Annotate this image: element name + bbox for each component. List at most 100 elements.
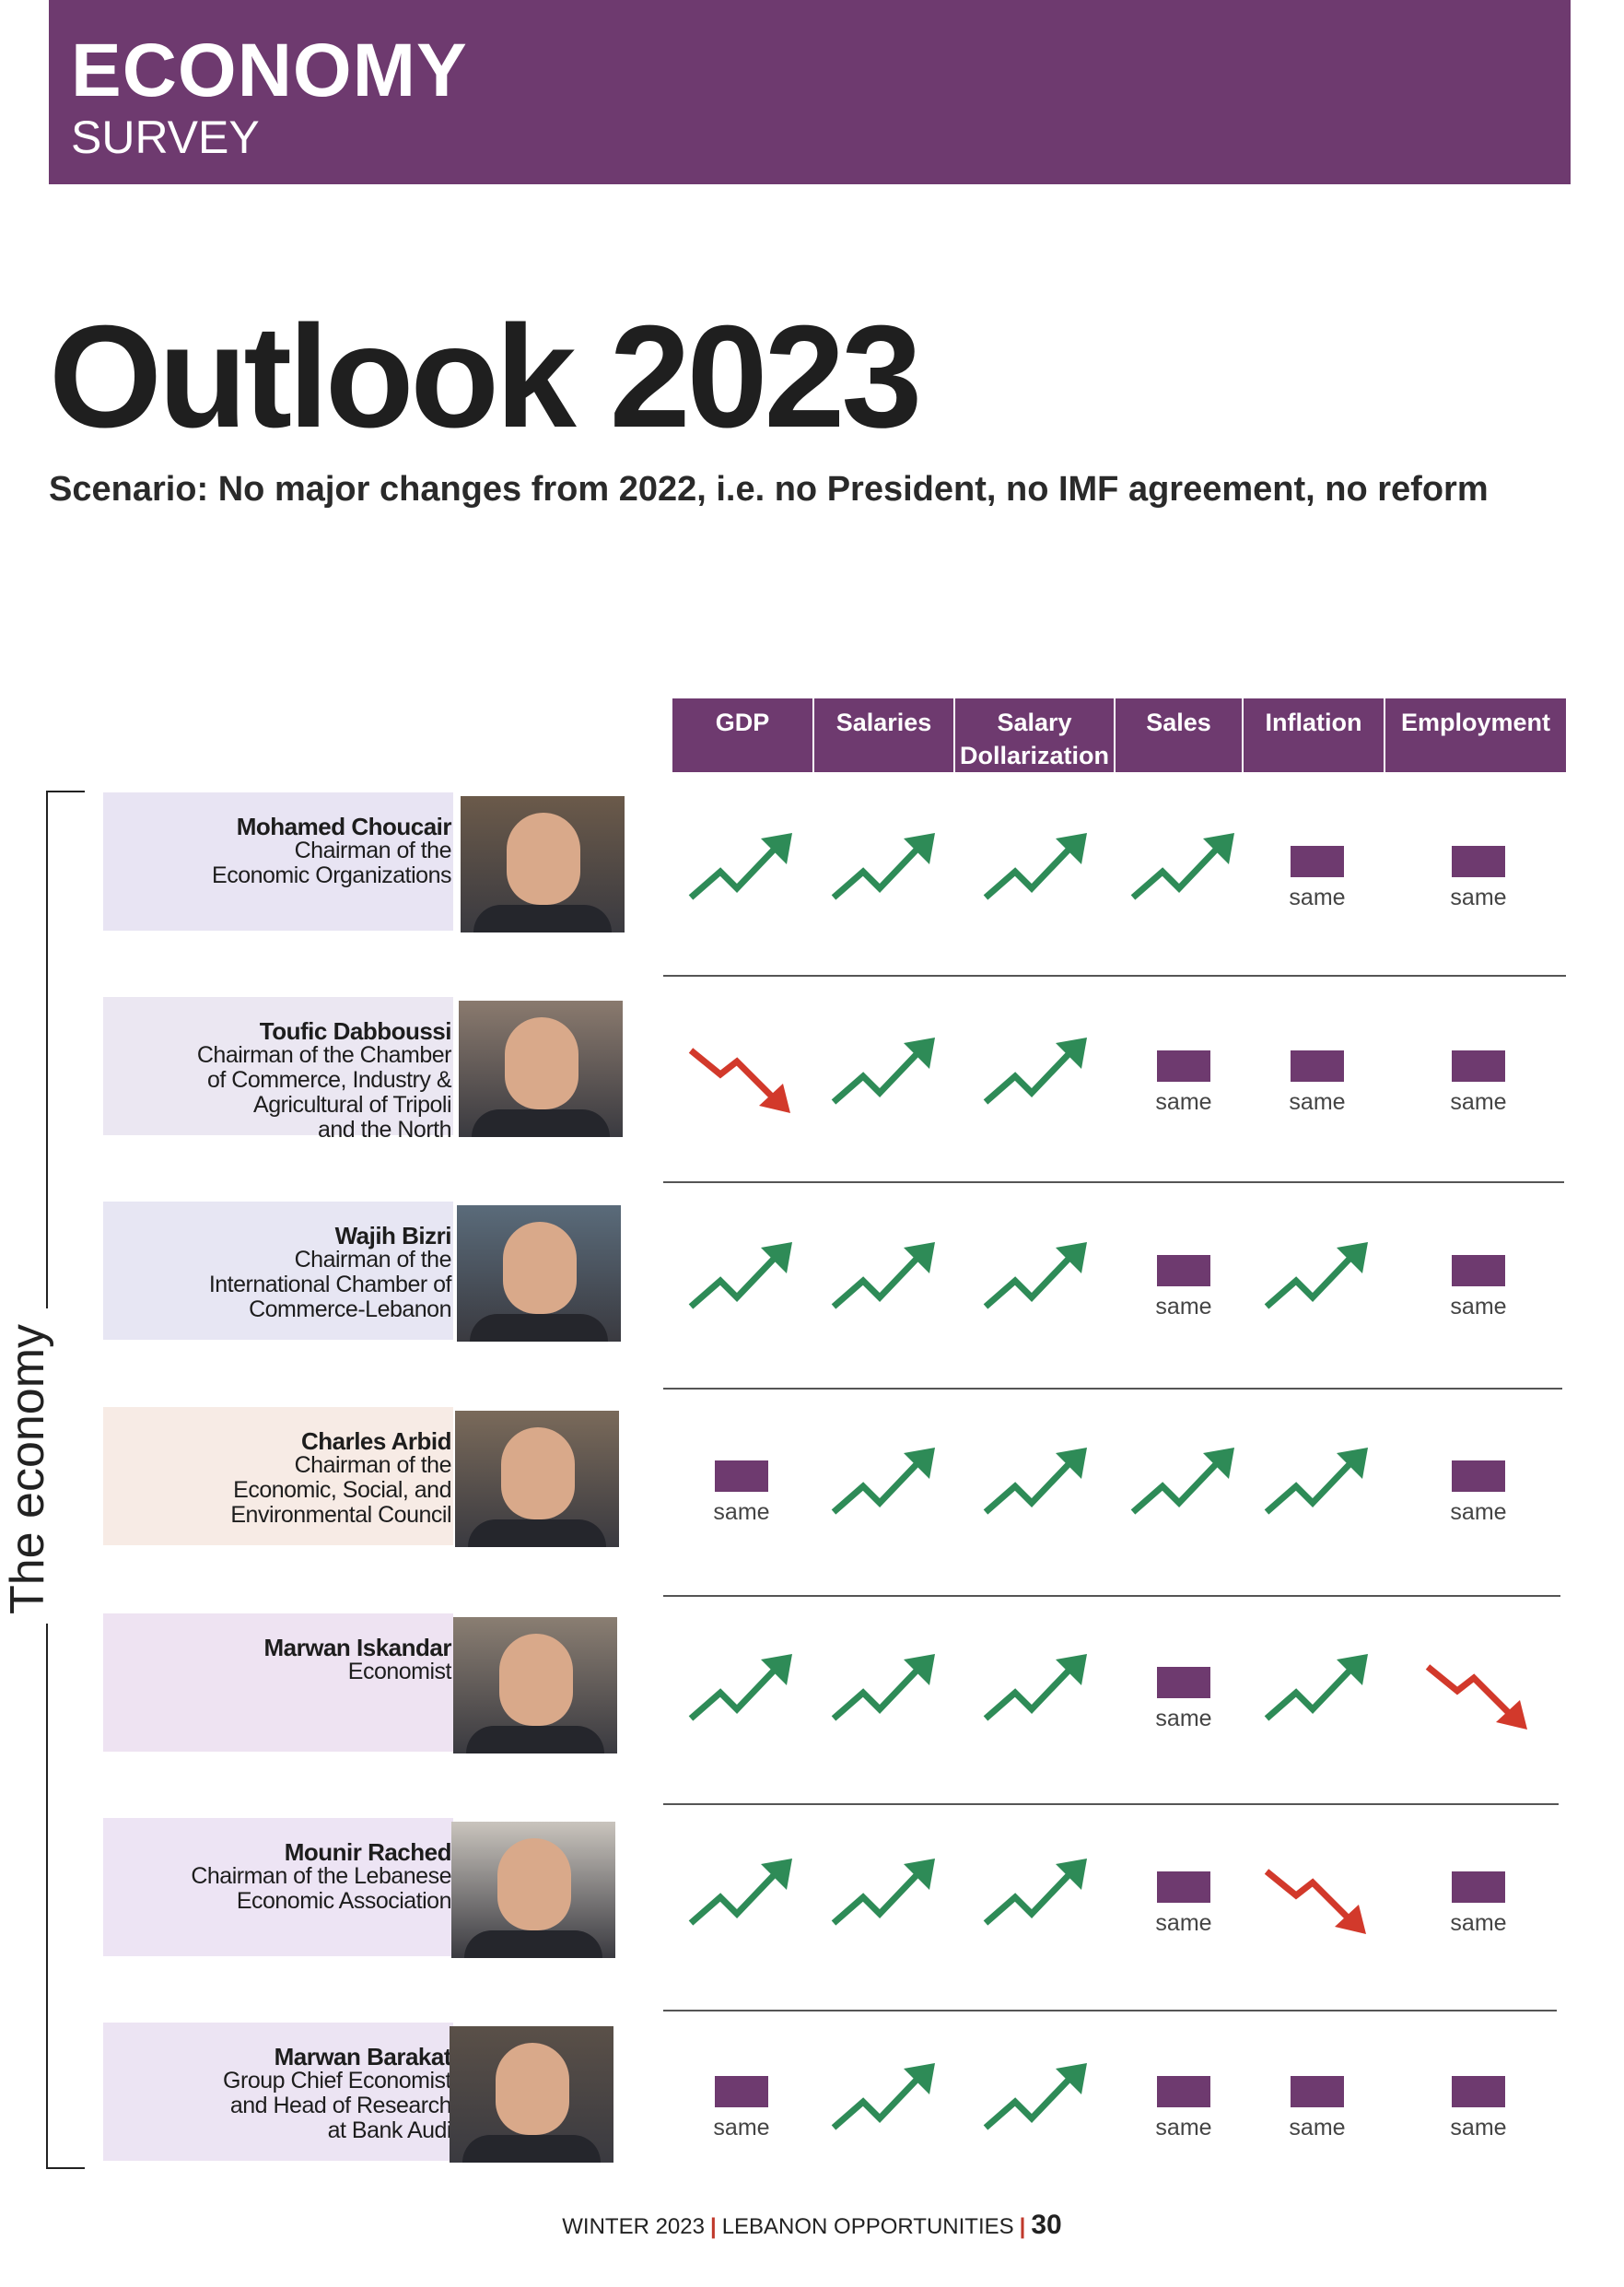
person-info: Charles Arbid Chairman of the Economic, S… — [103, 1407, 451, 1545]
trend-up-arrow-icon — [983, 1654, 1087, 1721]
column-header-salary-dollarization: Salary Dollarization — [955, 698, 1114, 772]
outlook-salary-dollarization-up — [976, 1440, 1087, 1532]
trend-up-arrow-icon — [831, 1859, 935, 1926]
person-role: Chairman of the Lebanese Economic Associ… — [191, 1863, 451, 1914]
outlook-salaries-up — [824, 1851, 935, 1943]
person-background — [103, 1202, 453, 1340]
column-header-employment: Employment — [1385, 698, 1566, 772]
person-name: Marwan Iskandar — [263, 1634, 452, 1661]
trend-up-arrow-icon — [1130, 833, 1234, 900]
outlook-salaries-up — [824, 2056, 935, 2148]
outlook-gdp-up — [682, 1235, 792, 1327]
row-divider — [663, 1388, 1562, 1390]
footer-issue: WINTER 2023 — [562, 2214, 705, 2239]
person-background — [103, 1613, 453, 1752]
column-header-sales: Sales — [1116, 698, 1242, 772]
same-label: same — [1289, 1089, 1346, 1115]
same-marker — [1157, 1871, 1210, 1903]
outlook-inflation-up — [1257, 1235, 1368, 1327]
trend-up-arrow-icon — [983, 833, 1087, 900]
outlook-gdp-up — [682, 1647, 792, 1739]
page-number: 30 — [1031, 2210, 1062, 2240]
outlook-sales-up — [1124, 826, 1234, 918]
person-name: Toufic Dabboussi — [259, 1017, 452, 1045]
same-label: same — [1155, 1294, 1212, 1319]
same-marker — [1157, 1255, 1210, 1286]
outlook-salaries-up — [824, 1235, 935, 1327]
side-label: The economy — [1, 1323, 54, 1614]
outlook-sales-same: same — [1124, 1235, 1234, 1327]
portrait-face — [497, 1838, 571, 1930]
person-role: Chairman of the International Chamber of… — [208, 1247, 452, 1322]
person-info: Marwan Barakat Group Chief Economist and … — [103, 2023, 451, 2161]
same-marker — [1291, 1050, 1344, 1082]
person-name: Mohamed Choucair — [236, 813, 452, 840]
trend-up-arrow-icon — [983, 1038, 1087, 1105]
outlook-sales-same: same — [1124, 1647, 1234, 1739]
outlook-inflation-same: same — [1257, 1030, 1368, 1122]
outlook-inflation-up — [1257, 1647, 1368, 1739]
same-label: same — [1289, 885, 1346, 910]
same-label: same — [1450, 1294, 1507, 1319]
outlook-salary-dollarization-up — [976, 1030, 1087, 1122]
page-footer: WINTER 2023 | LEBANON OPPORTUNITIES | 30 — [0, 2210, 1624, 2241]
trend-up-arrow-icon — [831, 1654, 935, 1721]
same-label: same — [1289, 2115, 1346, 2140]
person-name: Mounir Rached — [284, 1838, 452, 1866]
same-label: same — [713, 2115, 770, 2140]
portrait-face — [505, 1017, 578, 1109]
portrait-face — [507, 813, 580, 905]
footer-publication: LEBANON OPPORTUNITIES — [721, 2214, 1014, 2239]
same-label: same — [1450, 885, 1507, 910]
person-info: Wajih Bizri Chairman of the International… — [103, 1202, 452, 1340]
portrait-photo — [451, 1822, 615, 1958]
person-info: Mohamed Choucair Chairman of the Economic… — [103, 792, 451, 931]
outlook-gdp-same: same — [682, 2056, 792, 2148]
trend-up-arrow-icon — [831, 1038, 935, 1105]
trend-down-arrow-icon — [1425, 1664, 1527, 1730]
outlook-gdp-same: same — [682, 1440, 792, 1532]
same-label: same — [713, 1499, 770, 1525]
section-title: ECONOMY — [71, 29, 468, 112]
portrait-shoulders — [468, 1519, 606, 1547]
outlook-employment-same: same — [1419, 2056, 1529, 2148]
outlook-employment-same: same — [1419, 1030, 1529, 1122]
same-marker — [1291, 2076, 1344, 2107]
person-name: Charles Arbid — [300, 1427, 452, 1455]
outlook-sales-up — [1124, 1440, 1234, 1532]
same-label: same — [1155, 1089, 1212, 1115]
outlook-salary-dollarization-up — [976, 2056, 1087, 2148]
trend-up-arrow-icon — [831, 2063, 935, 2130]
outlook-salary-dollarization-up — [976, 1647, 1087, 1739]
portrait-photo — [459, 1001, 623, 1137]
trend-up-arrow-icon — [831, 1448, 935, 1515]
person-role: Chairman of the Economic Organizations — [212, 838, 451, 888]
person-role: Chairman of the Economic, Social, and En… — [230, 1452, 451, 1528]
same-marker — [715, 2076, 768, 2107]
outlook-employment-same: same — [1419, 1235, 1529, 1327]
outlook-sales-same: same — [1124, 1851, 1234, 1943]
portrait-photo — [450, 2026, 613, 2163]
column-header-salaries: Salaries — [814, 698, 953, 772]
trend-up-arrow-icon — [983, 1859, 1087, 1926]
same-marker — [1452, 1050, 1505, 1082]
person-background — [103, 2023, 453, 2161]
outlook-employment-same: same — [1419, 1851, 1529, 1943]
same-marker — [1452, 1255, 1505, 1286]
same-label: same — [1450, 1910, 1507, 1936]
column-header-inflation: Inflation — [1244, 698, 1384, 772]
page-subtitle: Scenario: No major changes from 2022, i.… — [49, 470, 1489, 509]
person-name: Marwan Barakat — [274, 2043, 452, 2070]
same-marker — [1452, 1460, 1505, 1492]
outlook-employment-down — [1419, 1647, 1529, 1739]
outlook-inflation-same: same — [1257, 2056, 1368, 2148]
portrait-face — [499, 1634, 573, 1726]
trend-up-arrow-icon — [1264, 1448, 1368, 1515]
page-title: Outlook 2023 — [49, 296, 922, 458]
portrait-photo — [457, 1205, 621, 1342]
outlook-salary-dollarization-up — [976, 826, 1087, 918]
portrait-shoulders — [473, 905, 612, 932]
outlook-inflation-up — [1257, 1440, 1368, 1532]
same-label: same — [1450, 1089, 1507, 1115]
same-label: same — [1450, 1499, 1507, 1525]
